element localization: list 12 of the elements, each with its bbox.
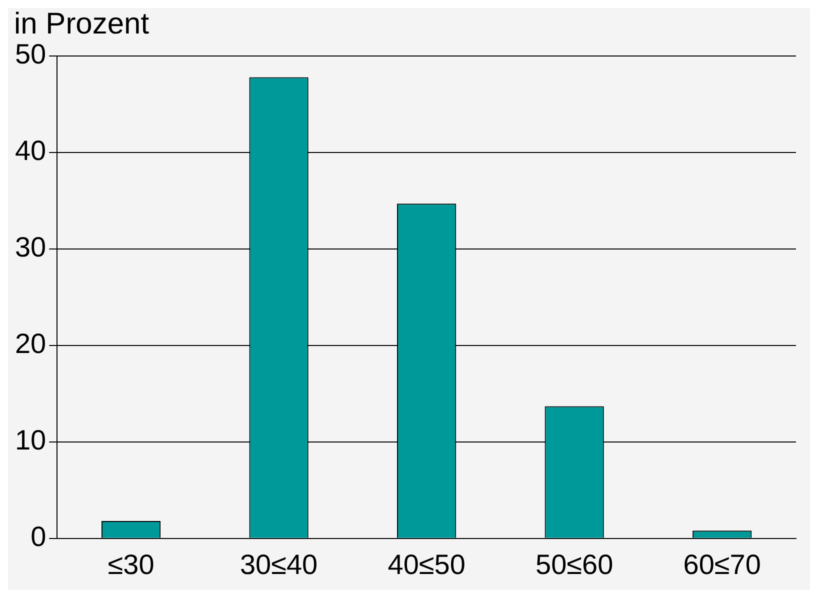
x-tick-label: ≤30 xyxy=(108,548,154,580)
y-tick-label: 10 xyxy=(14,424,46,456)
y-tick-label: 0 xyxy=(30,521,46,552)
y-tick-label: 50 xyxy=(14,38,46,70)
x-tick-label: 40≤50 xyxy=(388,548,466,580)
x-tick-label: 30≤40 xyxy=(240,548,318,580)
y-tick-label: 40 xyxy=(14,135,46,166)
y-tick-label: 20 xyxy=(14,328,46,360)
x-tick-label: 50≤60 xyxy=(536,548,614,580)
y-axis-title: in Prozent xyxy=(14,7,150,40)
y-tick-label: 30 xyxy=(14,232,46,263)
x-tick-label: 60≤70 xyxy=(683,548,761,580)
